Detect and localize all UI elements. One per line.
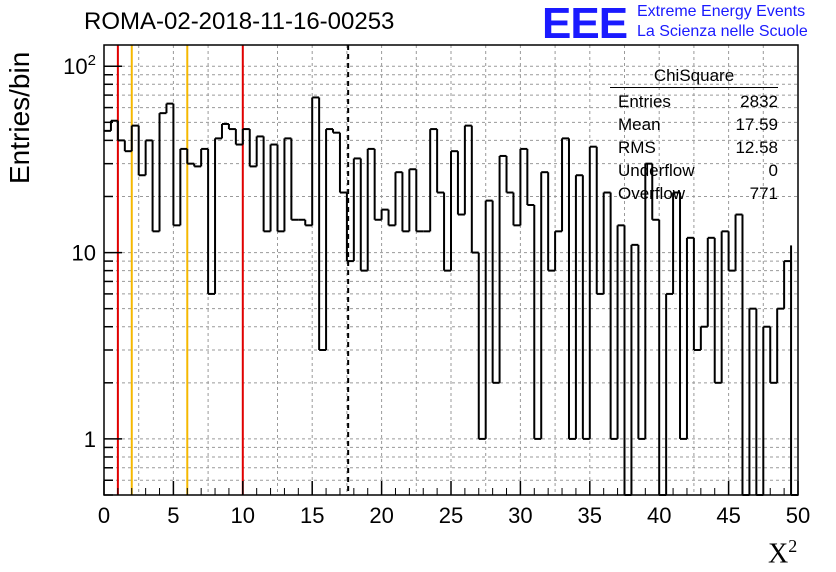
stats-label: Overflow	[618, 184, 686, 203]
x-tick-label: 35	[578, 503, 602, 528]
stats-label: Mean	[618, 115, 661, 134]
y-tick-label: 102	[63, 52, 96, 79]
y-tick-exponent: 2	[88, 52, 96, 69]
x-tick-label: 40	[647, 503, 671, 528]
stats-value: 12.58	[735, 138, 778, 157]
x-tick-label: 30	[508, 503, 532, 528]
x-tick-label: 5	[167, 503, 179, 528]
x-tick-label: 10	[231, 503, 255, 528]
stats-label: Entries	[618, 92, 671, 111]
stats-value: 0	[768, 161, 778, 180]
stats-box: ChiSquare Entries 2832 Mean 17.59 RMS 12.58…	[610, 66, 778, 205]
run-title: ROMA-02-2018-11-16-00253	[84, 8, 395, 35]
stats-row: Underflow 0	[610, 159, 778, 182]
stats-value: 17.59	[735, 115, 778, 134]
x-tick-label: 15	[300, 503, 324, 528]
stats-title: ChiSquare	[610, 66, 778, 88]
x-tick-label: 0	[98, 503, 110, 528]
stats-value: 2832	[740, 92, 778, 111]
x-axis-label: X2	[768, 536, 798, 570]
y-axis-label: Entries/bin	[4, 51, 35, 184]
x-tick-label: 20	[369, 503, 393, 528]
stats-row: RMS 12.58	[610, 136, 778, 159]
logo-line-1: Extreme Energy Events	[637, 3, 806, 20]
y-tick-label: 1	[84, 427, 96, 452]
x-tick-label: 25	[439, 503, 463, 528]
x-tick-label: 45	[716, 503, 740, 528]
eee-logo: EEE	[542, 0, 628, 48]
stats-value: 771	[749, 184, 778, 203]
stats-row: Mean 17.59	[610, 113, 778, 136]
stats-row: Entries 2832	[610, 90, 778, 113]
stats-label: RMS	[618, 138, 656, 157]
stats-row: Overflow 771	[610, 182, 778, 205]
logo-line-2: La Scienza nelle Scuole	[637, 23, 808, 40]
x-tick-label: 50	[786, 503, 810, 528]
stats-label: Underflow	[618, 161, 695, 180]
y-tick-label: 10	[72, 241, 96, 266]
